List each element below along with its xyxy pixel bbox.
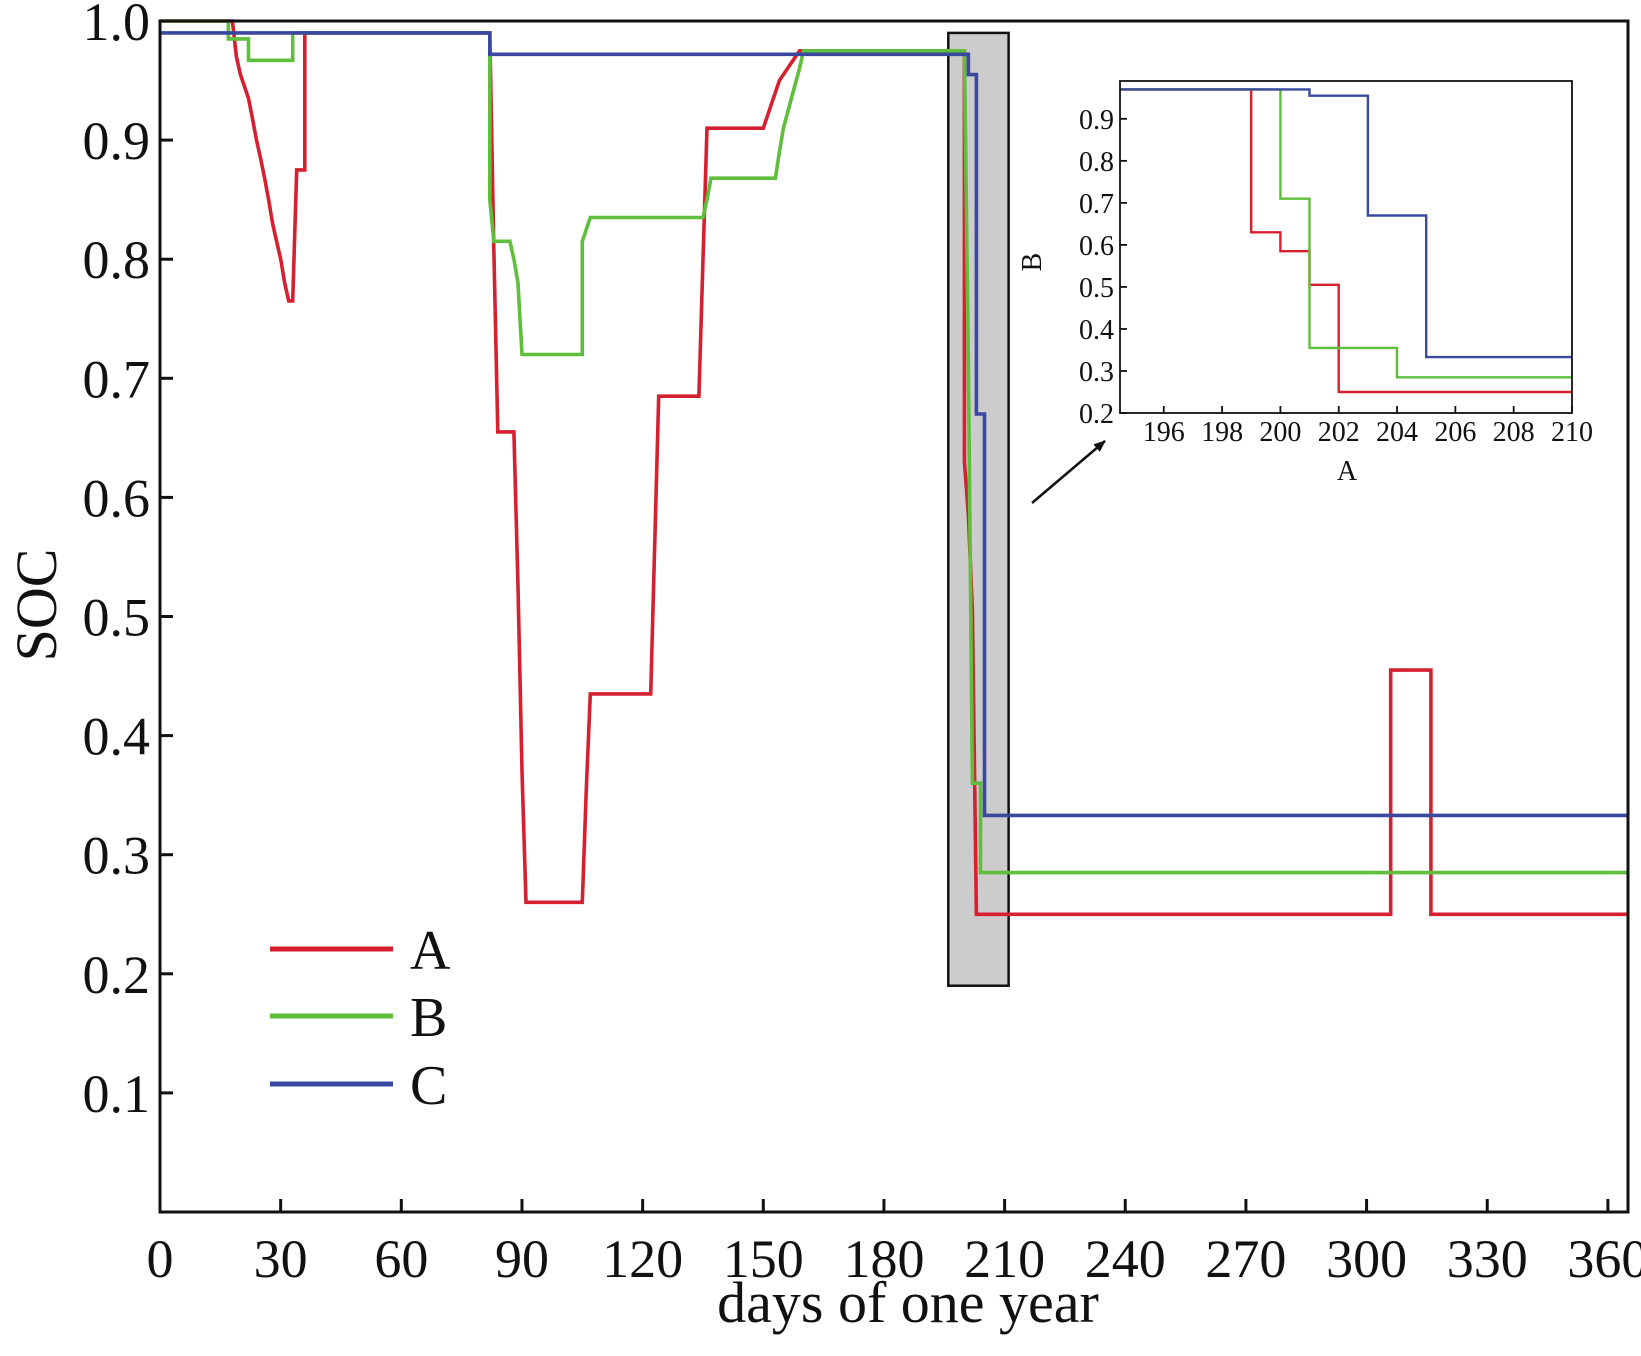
main-y-tick-label: 0.5 bbox=[83, 588, 151, 648]
inset-series-line-3 bbox=[1120, 88, 1572, 359]
inset-y-tick-label: 0.7 bbox=[1079, 189, 1114, 220]
legend: A B C bbox=[270, 920, 451, 1117]
main-x-tick-label: 0 bbox=[147, 1229, 174, 1289]
legend-label-b: B bbox=[410, 987, 447, 1049]
main-x-tick-label: 120 bbox=[602, 1229, 683, 1289]
legend-label-c: C bbox=[410, 1055, 447, 1117]
inset-series-line-1 bbox=[1120, 88, 1572, 394]
inset-x-tick-label: 208 bbox=[1493, 417, 1535, 448]
legend-label-a: A bbox=[410, 920, 451, 982]
main-y-tick-label: 0.9 bbox=[83, 111, 151, 171]
inset-x-tick-label: 206 bbox=[1434, 417, 1476, 448]
main-x-tick-label: 210 bbox=[964, 1229, 1045, 1289]
inset-y-tick-label: 0.2 bbox=[1079, 399, 1114, 430]
inset-series-line-2 bbox=[1120, 88, 1572, 379]
inset-plot-frame bbox=[1119, 80, 1573, 414]
inset-y-tick-label: 0.5 bbox=[1079, 273, 1114, 304]
main-series-line-3 bbox=[160, 31, 1628, 818]
main-x-tick-label: 330 bbox=[1447, 1229, 1528, 1289]
inset-y-tick-label: 0.4 bbox=[1079, 315, 1114, 346]
inset-x-tick-label: 198 bbox=[1201, 417, 1243, 448]
main-x-tick-label: 360 bbox=[1567, 1229, 1641, 1289]
inset-y-tick-label: 0.8 bbox=[1079, 147, 1114, 178]
y-axis-title: SOC bbox=[4, 549, 69, 662]
main-y-tick-label: 0.4 bbox=[83, 707, 151, 767]
main-y-tick-label: 1.0 bbox=[83, 0, 151, 52]
main-series-group bbox=[160, 19, 1628, 917]
main-y-tick-label: 0.1 bbox=[83, 1064, 151, 1124]
inset-x-axis-title: A bbox=[1337, 456, 1358, 487]
main-x-tick-label: 60 bbox=[374, 1229, 428, 1289]
zoom-arrow bbox=[1031, 440, 1106, 504]
inset-y-tick-label: 0.9 bbox=[1079, 105, 1114, 136]
inset-x-tick-label: 196 bbox=[1143, 417, 1185, 448]
inset-y-tick-label: 0.3 bbox=[1079, 357, 1114, 388]
inset-x-tick-label: 204 bbox=[1376, 417, 1418, 448]
main-x-tick-label: 300 bbox=[1326, 1229, 1407, 1289]
main-axes-group: 0 30 60 90 120 150 180 210 240 270 300 330 360 0.1 0.2… bbox=[83, 0, 1641, 1289]
main-x-tick-label: 150 bbox=[723, 1229, 804, 1289]
inset-background bbox=[1112, 80, 1560, 412]
main-y-tick-label: 0.7 bbox=[83, 349, 151, 409]
main-y-tick-label: 0.2 bbox=[83, 945, 151, 1005]
inset-axes-group: 196 198 200 202 204 206 208 210 0.2 0.3 0.4 0.5 0.6 0… bbox=[1079, 80, 1593, 448]
main-y-tick-label: 0.3 bbox=[83, 826, 151, 886]
x-axis-title: days of one year bbox=[717, 1270, 1099, 1335]
main-series-line-1 bbox=[160, 19, 1628, 917]
inset-y-axis-title: B bbox=[1017, 253, 1048, 272]
inset-y-tick-label: 0.6 bbox=[1079, 231, 1114, 262]
main-x-tick-label: 240 bbox=[1085, 1229, 1166, 1289]
main-y-tick-label: 0.6 bbox=[83, 468, 151, 528]
inset-x-tick-label: 202 bbox=[1318, 417, 1360, 448]
main-x-tick-label: 270 bbox=[1205, 1229, 1286, 1289]
highlight-region bbox=[947, 31, 1010, 987]
main-x-tick-label: 30 bbox=[254, 1229, 308, 1289]
main-y-tick-label: 0.8 bbox=[83, 230, 151, 290]
main-series-line-2 bbox=[160, 19, 1628, 875]
inset-series-group bbox=[1120, 88, 1572, 394]
inset-x-tick-label: 210 bbox=[1551, 417, 1593, 448]
main-x-tick-label: 90 bbox=[495, 1229, 549, 1289]
main-x-tick-label: 180 bbox=[843, 1229, 924, 1289]
inset-x-tick-label: 200 bbox=[1259, 417, 1301, 448]
